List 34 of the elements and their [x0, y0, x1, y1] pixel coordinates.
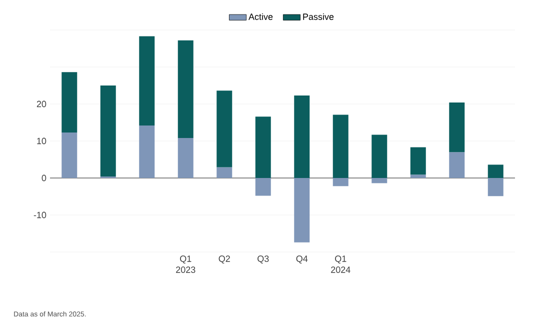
x-tick-label: Q1 2024: [331, 256, 350, 273]
bar: [372, 134, 388, 178]
bar: [100, 86, 116, 177]
bar: [178, 40, 194, 138]
x-tick-label: Q3: [258, 256, 269, 264]
bar: [449, 102, 465, 152]
bar: [410, 174, 426, 178]
bar: [488, 164, 504, 178]
bar: [294, 95, 310, 178]
bar: [139, 36, 155, 126]
bar: [255, 116, 271, 178]
y-tick-label: 0: [42, 174, 46, 182]
bar: [449, 152, 465, 178]
bar: [62, 132, 78, 178]
y-tick-label: -10: [34, 212, 46, 218]
bar: [139, 125, 155, 178]
bar: [294, 178, 310, 242]
legend-label: Active: [248, 13, 273, 20]
bar: [488, 178, 504, 196]
y-tick-label: 20: [36, 100, 46, 108]
bar: [62, 72, 78, 132]
x-tick-label: Q4: [296, 256, 308, 264]
bar: [332, 114, 348, 178]
bar: [178, 138, 194, 178]
x-tick-label: Q1 2023: [176, 256, 196, 273]
bar: [216, 167, 232, 178]
bar: [216, 90, 232, 168]
y-tick-label: 10: [37, 138, 46, 144]
bar: [255, 178, 271, 196]
bar: [410, 147, 426, 175]
bar: [332, 178, 348, 186]
bar: [372, 178, 388, 184]
legend-label: Passive: [303, 13, 334, 20]
x-tick-label: Q2: [218, 256, 230, 264]
